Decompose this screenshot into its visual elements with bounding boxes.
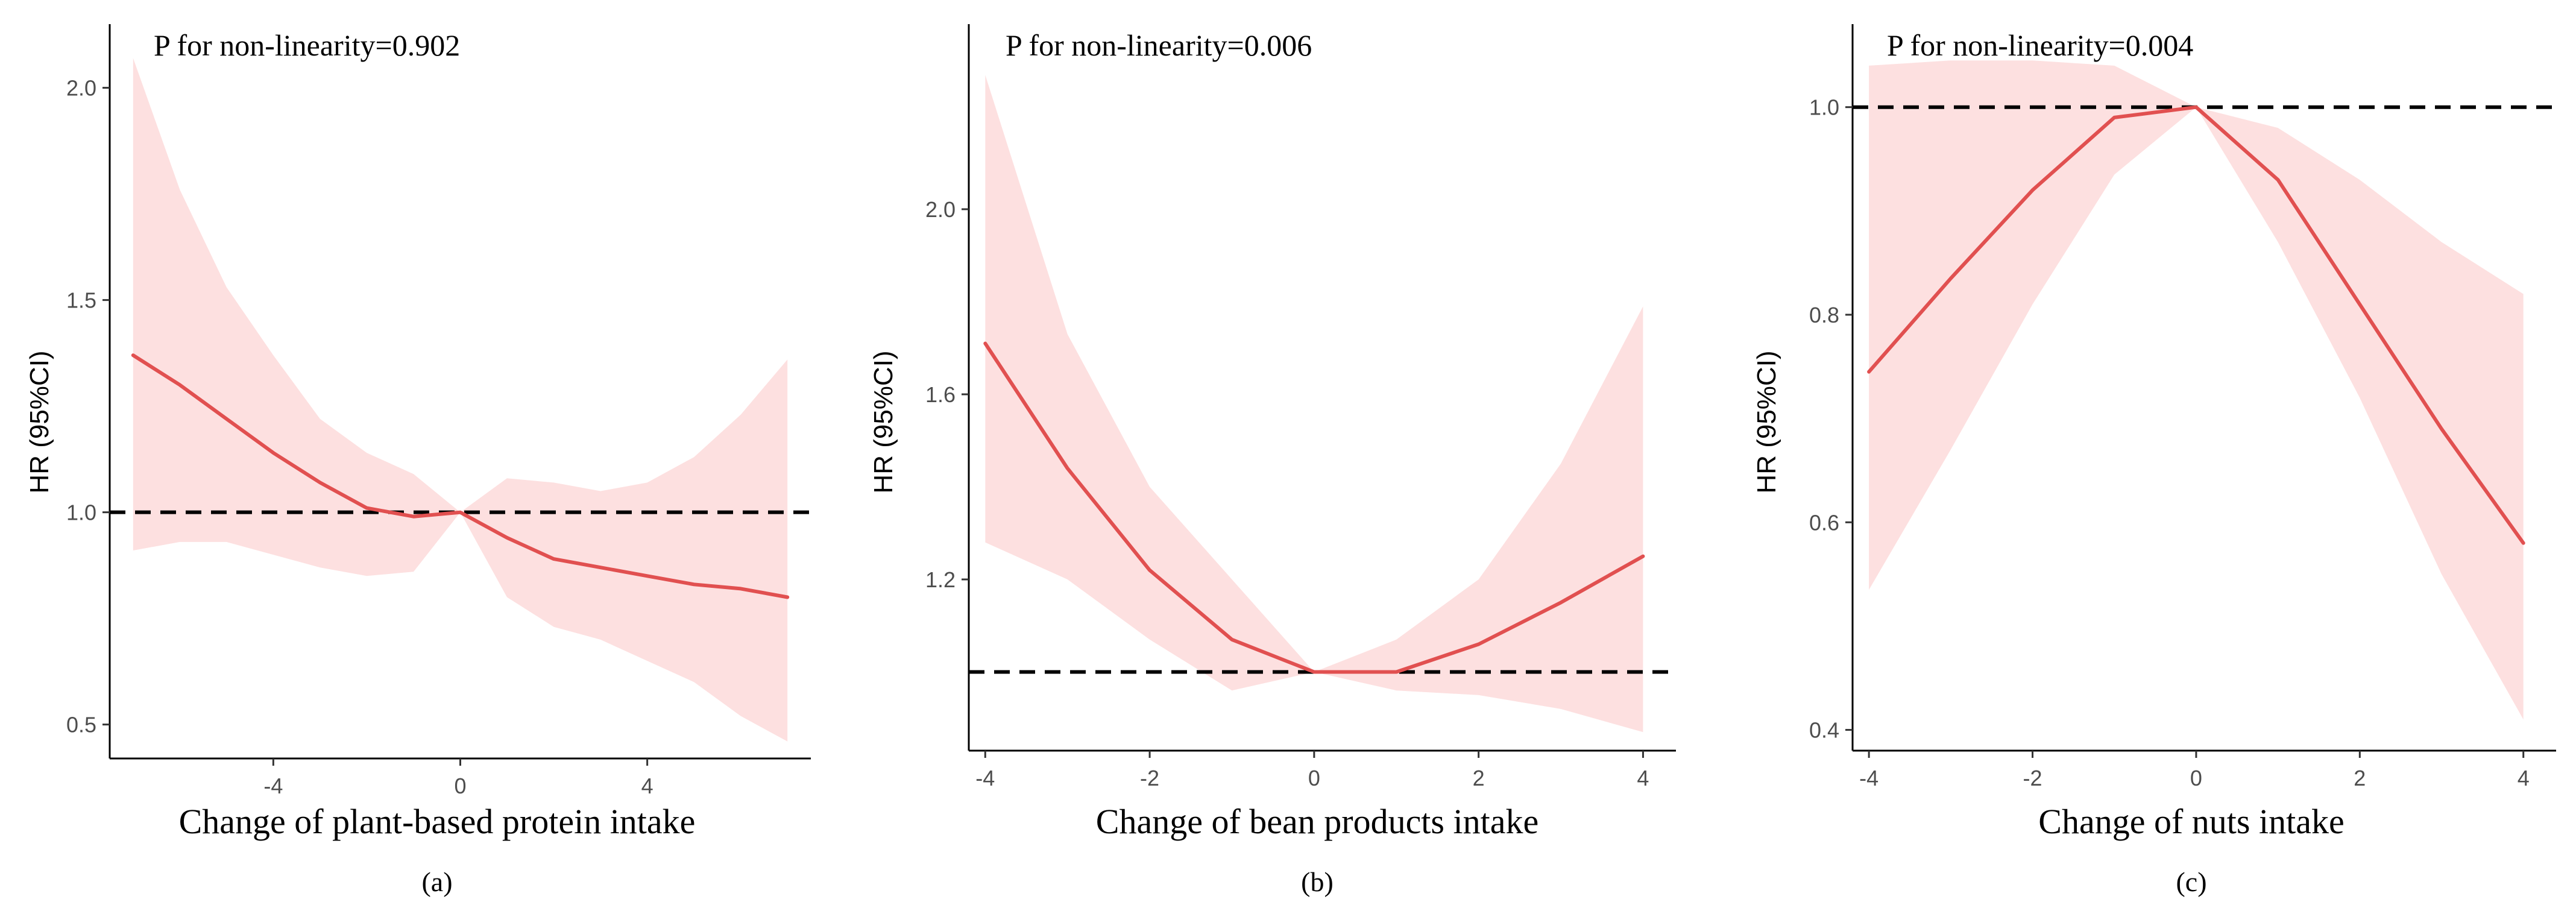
panel-a-axes: -4 0 4 0.5 1.0 1.5 2.0	[66, 24, 811, 798]
panel-c-ci-band-area	[1869, 60, 2524, 720]
panel-b-x-tick-label: 0	[1308, 766, 1320, 790]
panel-a-y-tick-label: 0.5	[66, 713, 96, 737]
panel-b-x-tick-label: -2	[1140, 766, 1159, 790]
panel-a-x-tick-label: 4	[641, 774, 653, 798]
panel-c-axes: -4 -2 0 2 4 0.4 0.6 0.8 1.0	[1809, 24, 2556, 790]
panel-c-x-tick-label: 4	[2518, 766, 2530, 790]
panel-a-label: (a)	[421, 866, 452, 897]
panel-b-axes: -4 -2 0 2 4 1.2 1.6 2.0	[925, 24, 1676, 790]
panel-b-hr-line	[983, 341, 1645, 674]
panel-a-hr-curve	[131, 353, 790, 599]
panel-b: -4 -2 0 2 4 1.2 1.6 2.0 P for non-linearity=0.0…	[869, 24, 1676, 897]
panel-c: -4 -2 0 2 4 0.4 0.6 0.8 1.0 P for non-linearity=…	[1752, 24, 2556, 897]
panel-b-hr-curve	[983, 341, 1645, 674]
panel-c-x-tick-label: -2	[2023, 766, 2042, 790]
panel-b-annotation: P for non-linearity=0.006	[1006, 28, 1312, 62]
panel-a-hr-line	[131, 353, 790, 599]
panel-b-x-tick-label: -4	[975, 766, 995, 790]
panel-c-annotation: P for non-linearity=0.004	[1887, 28, 2193, 62]
panel-b-y-tick-label: 1.6	[925, 382, 956, 407]
panel-c-y-tick-label: 0.4	[1809, 718, 1839, 743]
panel-a-x-tick-label: 0	[454, 774, 466, 798]
panel-c-y-tick-label: 0.8	[1809, 303, 1839, 327]
panel-b-x-tick-label: 4	[1637, 766, 1649, 790]
panel-c-ci-band	[1869, 60, 2524, 720]
panel-c-y-tick-label: 0.6	[1809, 510, 1839, 535]
panel-a-y-tick-label: 1.0	[66, 500, 96, 525]
panel-a-y-tick-label: 2.0	[66, 76, 96, 101]
panel-b-label: (b)	[1301, 866, 1334, 897]
panel-a-x-tick-label: -4	[263, 774, 283, 798]
panel-c-x-tick-label: 2	[2354, 766, 2366, 790]
panel-c-label: (c)	[2176, 866, 2206, 897]
panel-b-y-tick-label: 1.2	[925, 567, 956, 592]
panel-a: -4 0 4 0.5 1.0 1.5 2.0 P for non-linearity=0.9…	[25, 24, 811, 897]
panel-b-xlabel: Change of bean products intake	[1096, 802, 1538, 841]
panel-c-x-tick-label: 0	[2190, 766, 2202, 790]
panel-a-annotation: P for non-linearity=0.902	[154, 28, 460, 62]
panel-c-hr-curve	[1867, 105, 2525, 545]
panel-a-y-tick-label: 1.5	[66, 288, 96, 313]
panel-c-ylabel: HR (95%CI)	[1752, 350, 1781, 493]
panel-c-xlabel: Change of nuts intake	[2038, 802, 2344, 841]
panel-a-ylabel: HR (95%CI)	[25, 350, 54, 493]
panel-b-x-tick-label: 2	[1473, 766, 1485, 790]
panel-c-y-tick-label: 1.0	[1809, 95, 1839, 120]
panel-b-y-tick-label: 2.0	[925, 197, 956, 222]
panel-b-ylabel: HR (95%CI)	[869, 350, 898, 493]
panel-c-x-tick-label: -4	[1859, 766, 1878, 790]
panel-a-xlabel: Change of plant-based protein intake	[179, 802, 696, 841]
panel-c-hr-line	[1867, 105, 2525, 545]
